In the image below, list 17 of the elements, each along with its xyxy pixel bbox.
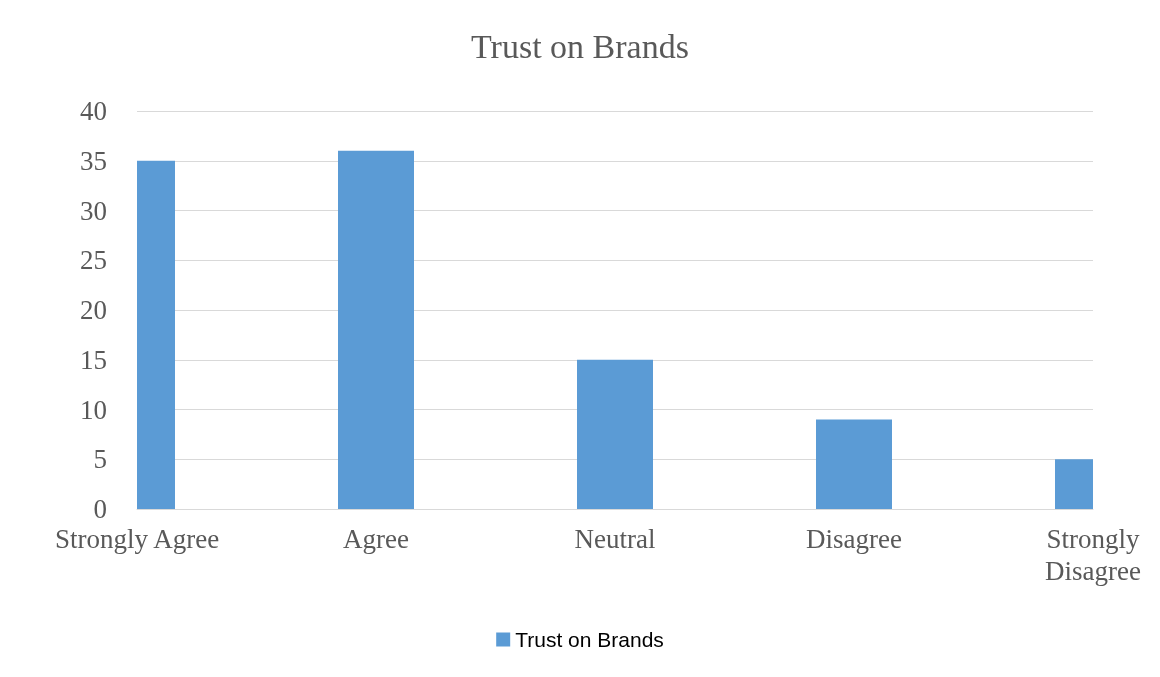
legend-label: Trust on Brands (515, 628, 664, 651)
x-tick-label: Disagree (806, 524, 902, 554)
x-tick-label: Agree (343, 524, 409, 554)
x-tick-label: Strongly Disagree (1045, 524, 1141, 586)
y-tick-label: 20 (80, 295, 107, 325)
x-tick-label: Strongly Agree (54, 524, 220, 554)
x-tick-label: Neutral (574, 524, 656, 554)
y-tick-label: 35 (80, 145, 107, 176)
y-tick-label: 15 (80, 344, 107, 375)
bar (577, 359, 653, 509)
y-tick-label: 30 (80, 195, 107, 226)
y-tick-label: 40 (80, 96, 107, 126)
y-tick-label: 0 (93, 494, 107, 524)
y-tick-label: 25 (80, 245, 107, 276)
y-tick-label: 5 (93, 444, 107, 475)
chart-title: Trust on Brands (471, 27, 689, 65)
y-tick-label: 10 (80, 394, 107, 425)
